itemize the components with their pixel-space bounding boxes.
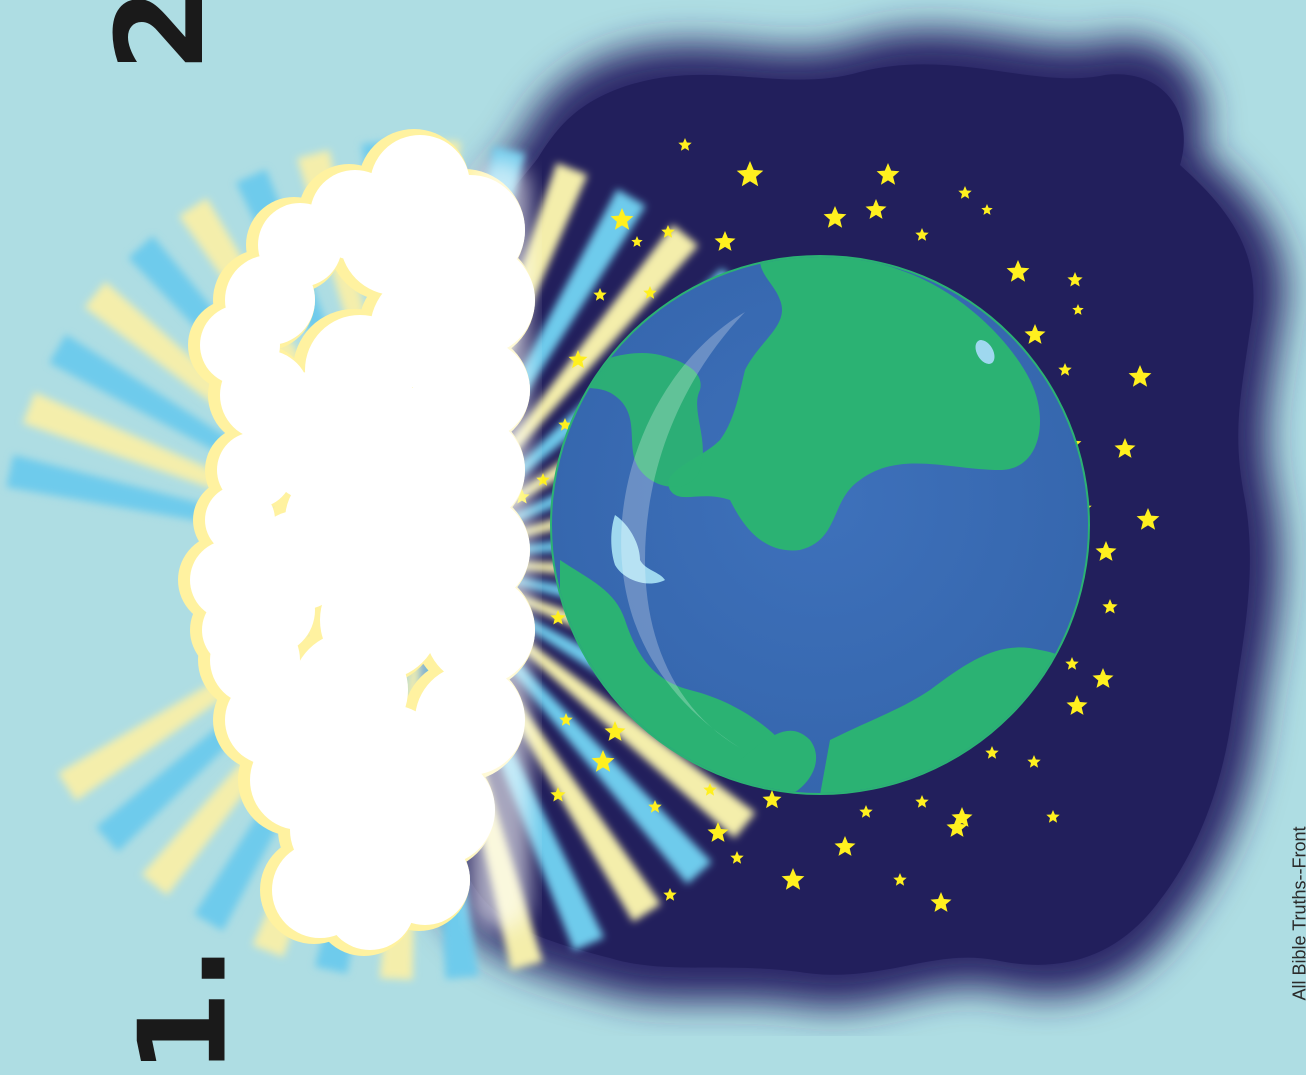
illustration-scene: [0, 0, 1306, 1036]
card-number-bottom: 1.: [125, 945, 245, 1074]
cloud-puff: [202, 592, 278, 668]
cloud-puff: [335, 705, 445, 815]
side-caption: All Bible Truths--Front: [1290, 801, 1306, 1001]
card-number-top: 2: [102, 0, 222, 72]
